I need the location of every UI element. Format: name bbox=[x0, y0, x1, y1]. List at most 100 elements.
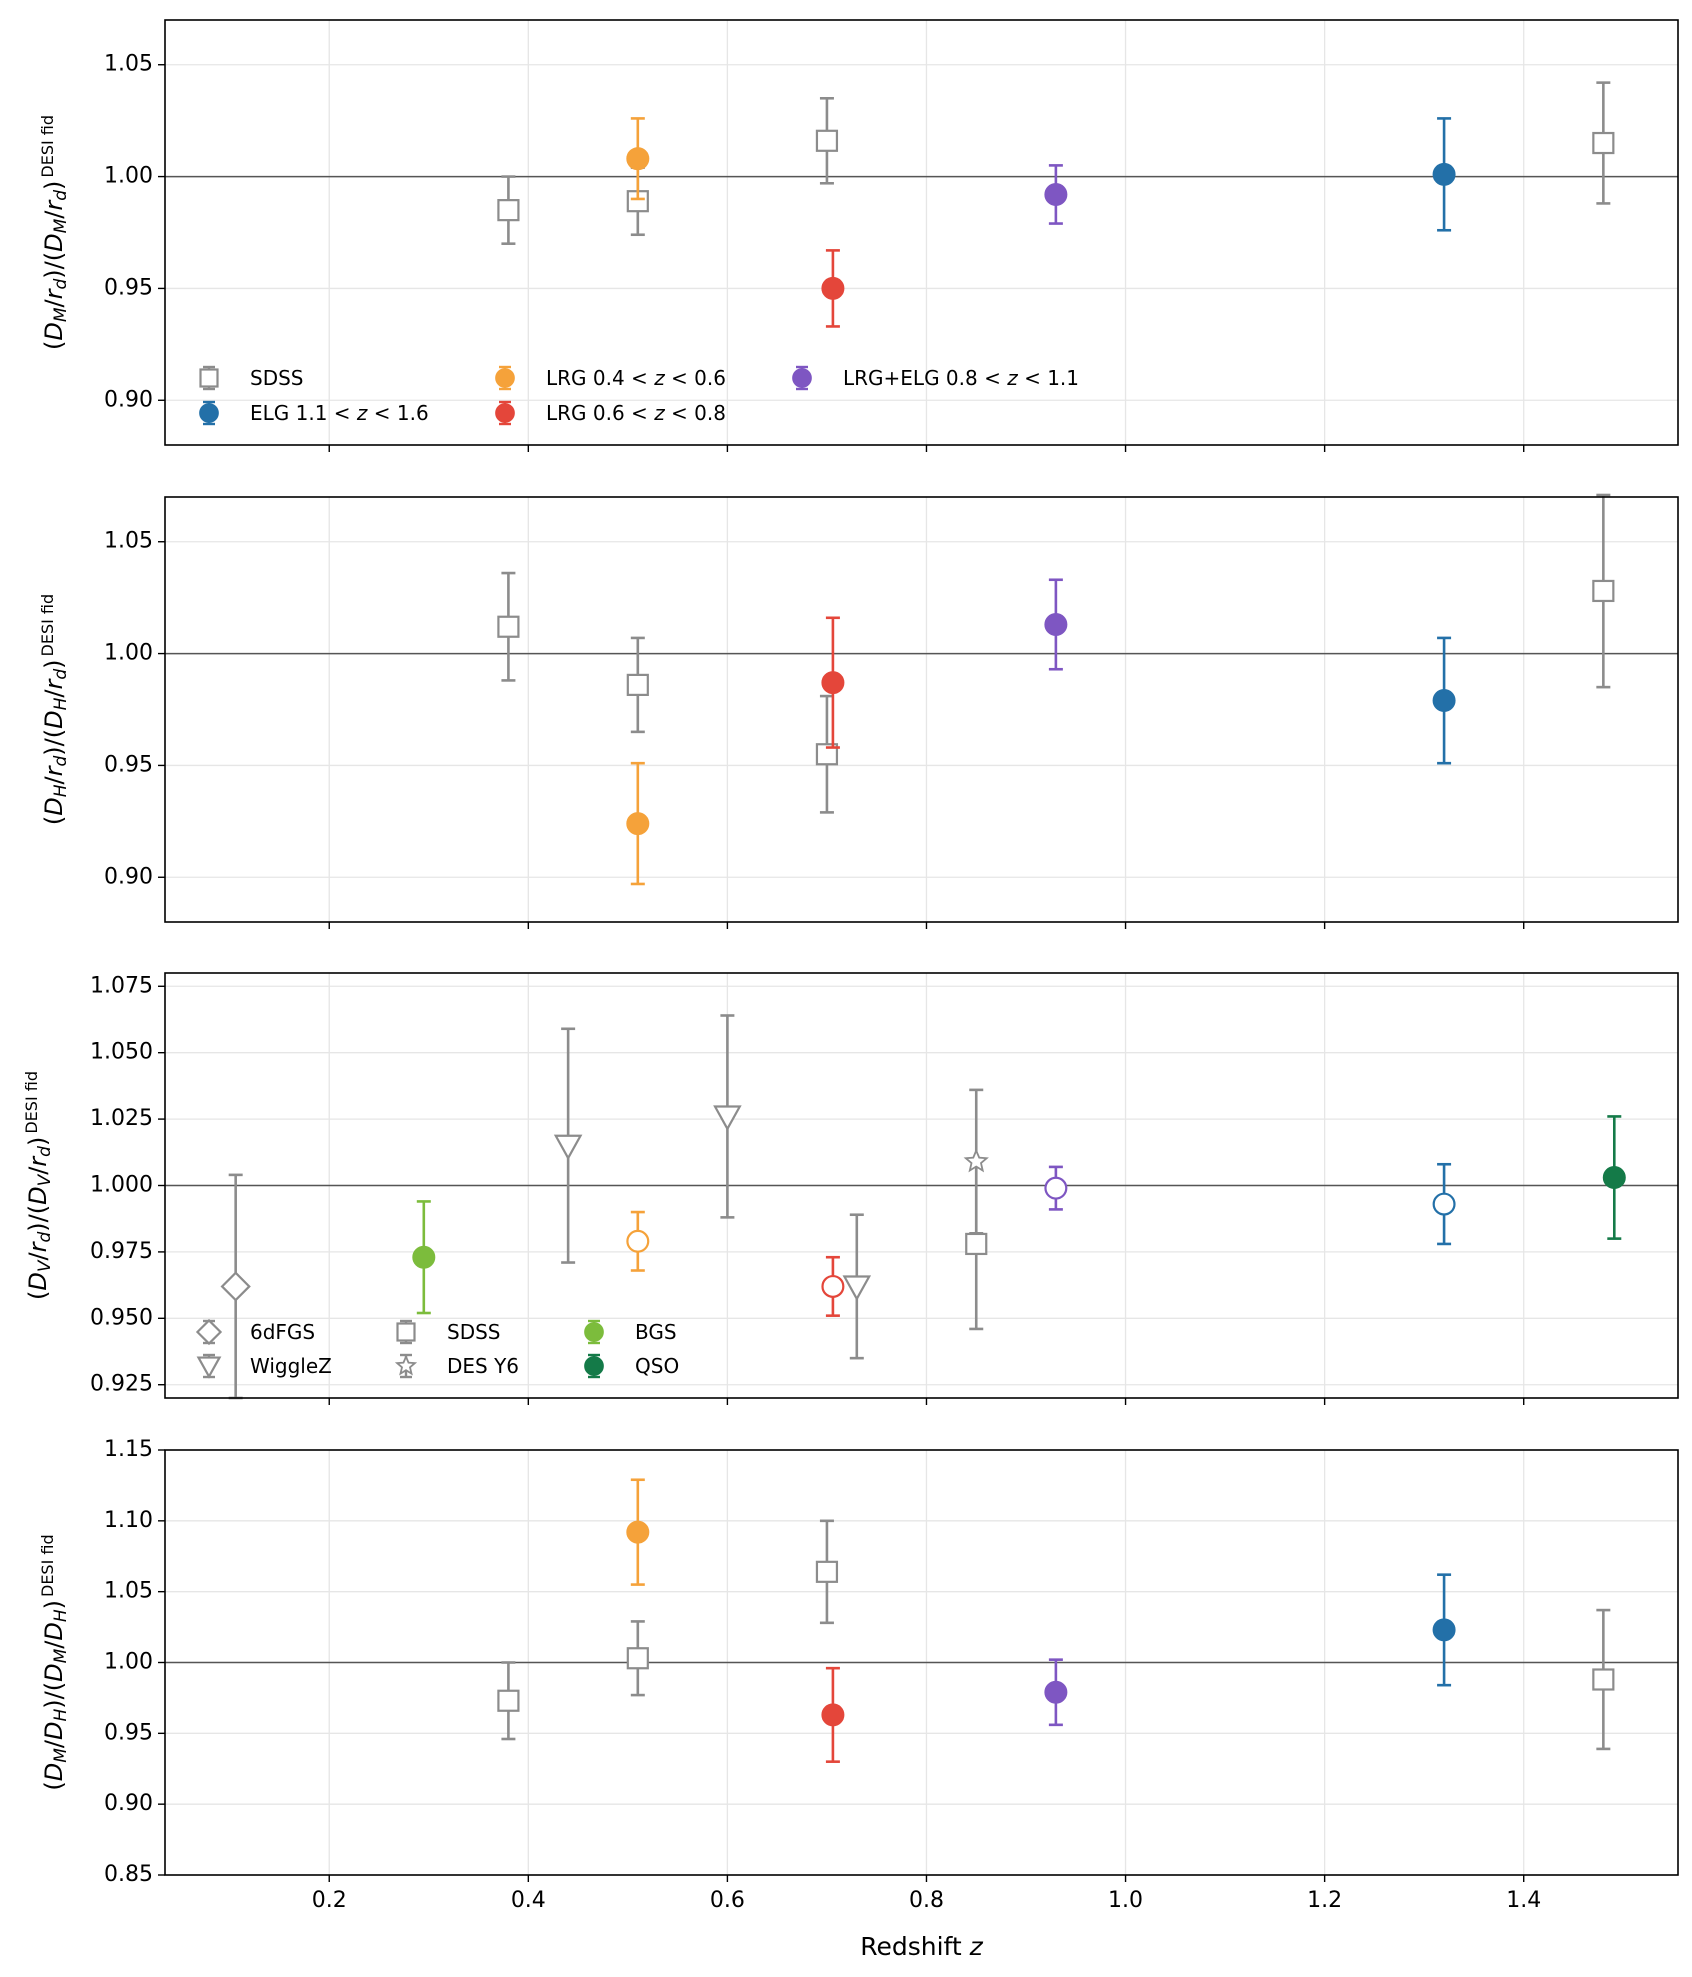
y-axis-label-part: D bbox=[40, 1622, 68, 1640]
legend-symbol bbox=[584, 1319, 604, 1345]
legend-label-text: SDSS bbox=[250, 366, 304, 390]
axes-frame bbox=[164, 496, 1679, 923]
series bbox=[1044, 578, 1068, 671]
y-axis-label-part: ) bbox=[40, 659, 68, 668]
x-axis-label: Redshift z bbox=[860, 1932, 983, 1961]
data-point-marker bbox=[626, 147, 650, 171]
y-axis-label-part: / bbox=[40, 298, 68, 307]
data-series bbox=[497, 493, 1615, 886]
data-point-marker bbox=[1044, 1680, 1068, 1704]
data-series bbox=[497, 1478, 1615, 1763]
data-point bbox=[412, 1200, 436, 1315]
series bbox=[1432, 1162, 1456, 1246]
legend-label-text: WiggleZ bbox=[250, 1354, 332, 1378]
y-tick-label: 1.00 bbox=[104, 641, 153, 666]
legend-symbol bbox=[792, 365, 812, 391]
data-point bbox=[497, 1661, 520, 1741]
panel-3: 0.9250.9500.9751.0001.0251.0501.075(DV/r… bbox=[22, 972, 1679, 1405]
series bbox=[1432, 117, 1456, 232]
data-point-marker bbox=[842, 1275, 872, 1302]
y-axis-label-part: ) bbox=[40, 181, 68, 190]
y-axis-label-part: DESI fid bbox=[22, 1071, 41, 1134]
y-axis-label: (DV/rd)/(DV/rd)DESI fid bbox=[22, 1071, 55, 1300]
data-point-marker bbox=[497, 615, 520, 638]
x-tick-label: 1.0 bbox=[1108, 1888, 1143, 1913]
legend-item: DES Y6 bbox=[394, 1354, 519, 1379]
data-point bbox=[815, 694, 839, 814]
legend-item: LRG 0.6 < z < 0.8 bbox=[495, 401, 726, 426]
x-axis-label-text: Redshift bbox=[860, 1932, 969, 1961]
y-axis-label-part: )/( bbox=[40, 1682, 68, 1709]
y-axis-label-part: )/( bbox=[24, 1205, 52, 1232]
series bbox=[497, 493, 1615, 814]
series bbox=[1044, 1658, 1068, 1727]
data-point-marker bbox=[553, 1134, 583, 1161]
y-axis-label-part: r bbox=[40, 199, 68, 211]
data-point-marker bbox=[1592, 1668, 1615, 1691]
legend-symbol bbox=[396, 1319, 416, 1345]
legend-marker bbox=[196, 1356, 222, 1379]
legend-marker bbox=[394, 1354, 418, 1376]
data-point bbox=[821, 1666, 845, 1763]
series bbox=[1432, 636, 1456, 765]
data-point-marker bbox=[497, 199, 520, 222]
data-point bbox=[1044, 164, 1068, 225]
data-point bbox=[553, 1027, 583, 1264]
y-axis-label-part: H bbox=[51, 784, 71, 797]
data-point bbox=[497, 175, 520, 245]
data-point bbox=[1602, 1115, 1626, 1240]
data-series bbox=[220, 1014, 1626, 1400]
legend-symbol bbox=[196, 1353, 222, 1379]
legend-item: ELG 1.1 < z < 1.6 bbox=[199, 401, 429, 426]
data-point bbox=[1432, 1162, 1456, 1246]
data-point-marker bbox=[412, 1245, 436, 1269]
series bbox=[821, 1666, 845, 1763]
y-axis-label-part: / bbox=[40, 689, 68, 698]
legend-marker bbox=[195, 1318, 223, 1346]
legend: 6dFGS WiggleZ SDSS DES Y6 BGS QSO bbox=[195, 1318, 679, 1379]
data-point bbox=[821, 249, 845, 328]
panel-2: 0.900.951.001.05(DH/rd)/(DH/rd)DESI fid bbox=[38, 493, 1679, 929]
y-tick-label: 0.95 bbox=[104, 752, 153, 777]
y-tick-label: 0.85 bbox=[104, 1862, 153, 1887]
x-tick-label: 1.4 bbox=[1506, 1888, 1541, 1913]
y-axis-label-part: / bbox=[24, 1166, 52, 1175]
y-axis-label-part: ) bbox=[40, 1600, 68, 1609]
legend-label-text: < 0.6 bbox=[665, 366, 726, 390]
y-axis-label-part: d bbox=[35, 1146, 55, 1157]
series bbox=[626, 761, 650, 886]
legend-item: LRG 0.4 < z < 0.6 bbox=[495, 366, 726, 391]
series bbox=[220, 1173, 251, 1400]
y-tick-label: 1.050 bbox=[90, 1040, 153, 1065]
y-axis-label-part: DESI fid bbox=[38, 1534, 57, 1597]
data-point-marker bbox=[821, 276, 845, 300]
y-axis-label-part: V bbox=[35, 1173, 55, 1186]
y-axis-label-part: / bbox=[40, 1739, 68, 1748]
legend-label: QSO bbox=[635, 1354, 679, 1378]
y-axis-label-part: d bbox=[51, 669, 71, 680]
data-point-marker bbox=[815, 129, 839, 152]
legend-label-text: < 1.6 bbox=[367, 401, 428, 425]
series bbox=[1044, 164, 1068, 225]
data-point bbox=[1432, 1573, 1456, 1687]
y-axis-label-part: / bbox=[40, 775, 68, 784]
legend-label: LRG 0.4 < z < 0.6 bbox=[546, 366, 726, 390]
legend-marker bbox=[199, 403, 219, 423]
y-axis-label-part: )/( bbox=[40, 729, 68, 756]
data-point-marker bbox=[815, 743, 839, 766]
y-axis-label-part: D bbox=[40, 710, 68, 728]
data-point bbox=[220, 1173, 251, 1400]
y-axis-label-part: D bbox=[40, 1722, 68, 1740]
series bbox=[821, 1255, 845, 1317]
data-point-marker bbox=[821, 671, 845, 695]
y-axis-label-part: r bbox=[40, 764, 68, 776]
data-point-marker bbox=[626, 812, 650, 836]
y-tick-label: 1.075 bbox=[90, 973, 153, 998]
data-point-marker bbox=[815, 1560, 839, 1583]
legend-label: SDSS bbox=[447, 1320, 501, 1344]
x-axis-label-var: z bbox=[969, 1932, 984, 1961]
y-axis-label-part: H bbox=[51, 1609, 71, 1622]
y-axis-label-part: r bbox=[24, 1155, 52, 1167]
y-axis-label-part: / bbox=[40, 210, 68, 219]
data-point bbox=[821, 616, 845, 749]
